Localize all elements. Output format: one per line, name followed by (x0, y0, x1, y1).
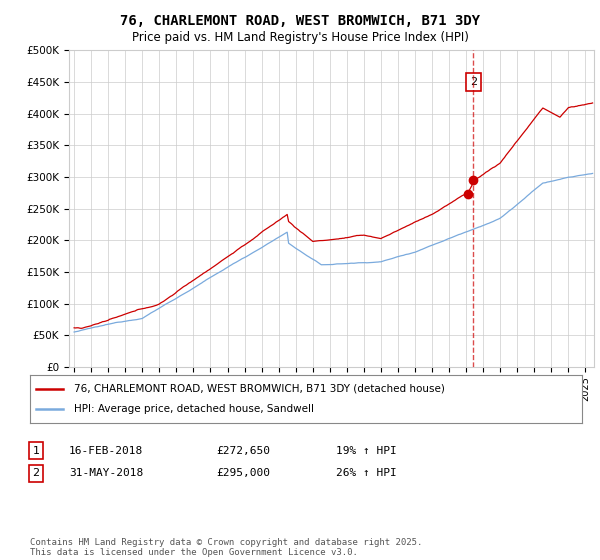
Text: 2: 2 (32, 468, 40, 478)
Text: £295,000: £295,000 (216, 468, 270, 478)
Text: 16-FEB-2018: 16-FEB-2018 (69, 446, 143, 456)
Text: Price paid vs. HM Land Registry's House Price Index (HPI): Price paid vs. HM Land Registry's House … (131, 31, 469, 44)
Text: 31-MAY-2018: 31-MAY-2018 (69, 468, 143, 478)
Text: £272,650: £272,650 (216, 446, 270, 456)
Text: 1: 1 (32, 446, 40, 456)
Text: 19% ↑ HPI: 19% ↑ HPI (336, 446, 397, 456)
Text: Contains HM Land Registry data © Crown copyright and database right 2025.
This d: Contains HM Land Registry data © Crown c… (30, 538, 422, 557)
Text: 26% ↑ HPI: 26% ↑ HPI (336, 468, 397, 478)
Text: 76, CHARLEMONT ROAD, WEST BROMWICH, B71 3DY: 76, CHARLEMONT ROAD, WEST BROMWICH, B71 … (120, 14, 480, 28)
Text: 76, CHARLEMONT ROAD, WEST BROMWICH, B71 3DY (detached house): 76, CHARLEMONT ROAD, WEST BROMWICH, B71 … (74, 384, 445, 394)
Text: 2: 2 (470, 77, 477, 87)
Text: HPI: Average price, detached house, Sandwell: HPI: Average price, detached house, Sand… (74, 404, 314, 414)
